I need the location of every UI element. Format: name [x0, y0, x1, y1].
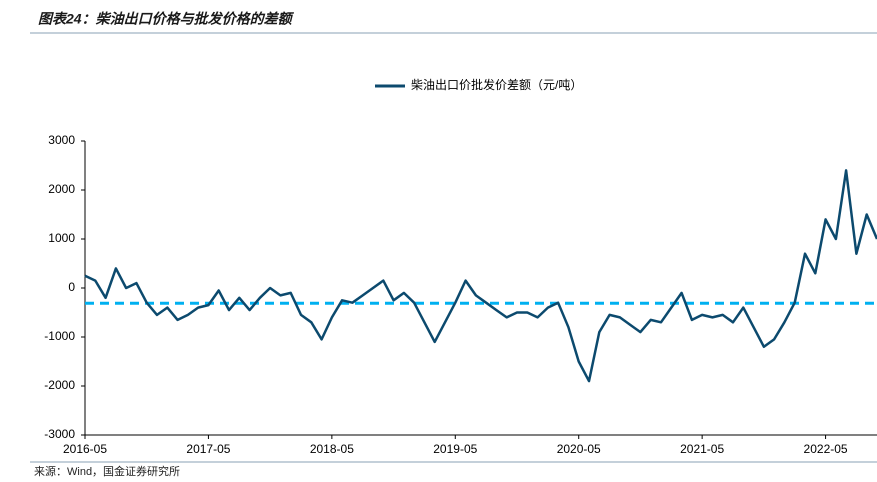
x-tick-label: 2019-05 [433, 442, 477, 456]
x-tick-label: 2020-05 [557, 442, 601, 456]
x-tick-label: 2017-05 [186, 442, 230, 456]
chart-title: 图表24：柴油出口价格与批发价格的差额 [38, 11, 295, 27]
x-tick-label: 2016-05 [63, 442, 107, 456]
y-tick-label: 1000 [48, 231, 75, 245]
x-tick-label: 2021-05 [680, 442, 724, 456]
legend-label: 柴油出口价批发价差额（元/吨） [411, 77, 582, 92]
y-tick-label: -2000 [44, 378, 75, 392]
x-tick-label: 2018-05 [310, 442, 354, 456]
y-tick-label: -1000 [44, 329, 75, 343]
source-note: 来源：Wind，国金证券研究所 [34, 464, 180, 478]
series-line [84, 169, 877, 383]
x-tick-label: 2022-05 [804, 442, 848, 456]
y-tick-label: -3000 [44, 427, 75, 441]
y-tick-label: 2000 [48, 182, 75, 196]
y-tick-label: 3000 [48, 133, 75, 147]
y-tick-label: 0 [68, 280, 75, 294]
